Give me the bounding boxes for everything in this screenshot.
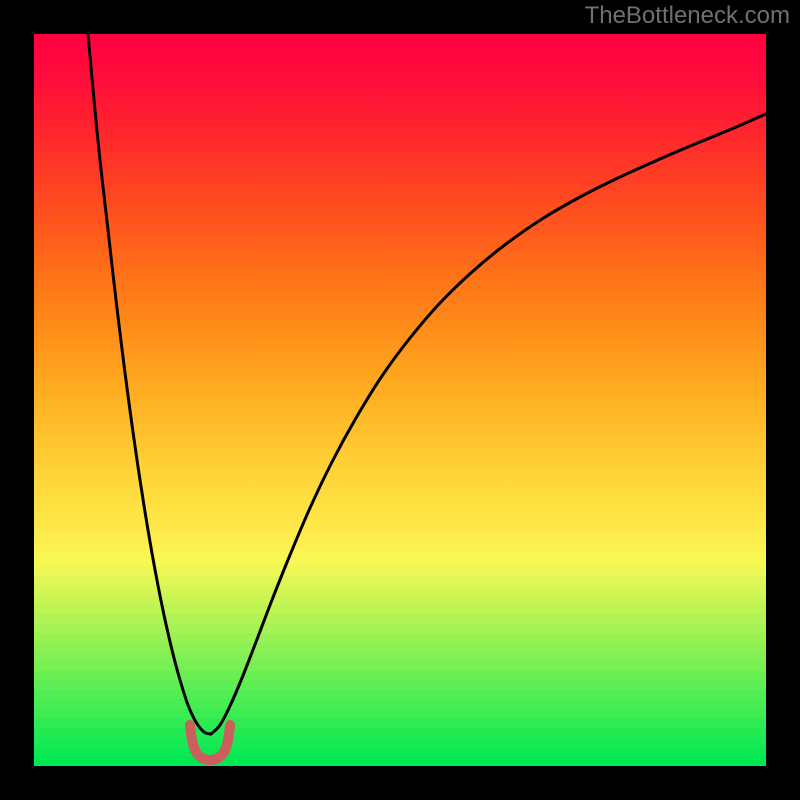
watermark-text: TheBottleneck.com <box>585 2 790 30</box>
stripe <box>34 671 766 681</box>
stripe <box>34 700 766 710</box>
stripe <box>34 709 766 719</box>
stripe <box>34 652 766 662</box>
stripe <box>34 681 766 691</box>
stripe <box>34 557 766 567</box>
plot-area <box>34 34 766 767</box>
stripe <box>34 728 766 738</box>
stripe <box>34 747 766 757</box>
chart-container: TheBottleneck.com <box>0 0 800 800</box>
stripe <box>34 567 766 577</box>
stripe <box>34 595 766 605</box>
stripe <box>34 690 766 700</box>
bottom-stripe-band <box>34 557 766 767</box>
chart-svg <box>0 0 800 800</box>
stripe <box>34 643 766 653</box>
stripe <box>34 586 766 596</box>
stripe <box>34 614 766 624</box>
stripe <box>34 605 766 615</box>
stripe <box>34 576 766 586</box>
stripe <box>34 662 766 672</box>
stripe <box>34 633 766 643</box>
stripe <box>34 624 766 634</box>
stripe <box>34 738 766 748</box>
stripe <box>34 719 766 729</box>
stripe <box>34 757 766 767</box>
